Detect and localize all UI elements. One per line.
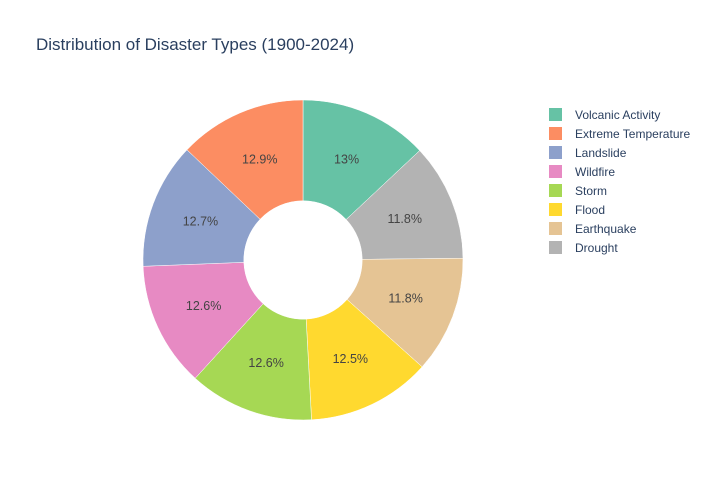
legend-label: Storm bbox=[575, 184, 607, 198]
slice-landslide[interactable] bbox=[142, 149, 261, 267]
slice-earthquake[interactable] bbox=[346, 257, 464, 368]
legend-item[interactable]: Landslide bbox=[549, 146, 627, 160]
legend-swatch bbox=[549, 184, 562, 197]
slice-wildfire[interactable] bbox=[142, 262, 264, 379]
donut-chart: 13% 11.8% 11.8% 12.5% 12.6% 12.6% 12.7% 12.9% bbox=[142, 99, 464, 421]
legend-label: Landslide bbox=[575, 146, 627, 160]
slice-label: 12.7% bbox=[183, 214, 218, 228]
legend-item[interactable]: Storm bbox=[549, 184, 607, 198]
legend-swatch bbox=[549, 108, 562, 121]
legend-label: Flood bbox=[575, 203, 605, 217]
legend-item[interactable]: Volcanic Activity bbox=[549, 108, 660, 122]
slice-extreme-temperature[interactable] bbox=[186, 99, 304, 220]
legend-label: Extreme Temperature bbox=[575, 127, 690, 141]
slice-drought[interactable] bbox=[345, 150, 464, 260]
slice-volcanic-activity[interactable] bbox=[302, 99, 421, 220]
slice-label: 11.8% bbox=[387, 212, 422, 226]
legend-swatch bbox=[549, 165, 562, 178]
slice-label: 12.9% bbox=[242, 152, 277, 166]
slice-label: 12.6% bbox=[248, 356, 283, 370]
legend-item[interactable]: Flood bbox=[549, 203, 605, 217]
slice-label: 12.6% bbox=[186, 299, 221, 313]
legend: Volcanic Activity Extreme Temperature Land… bbox=[549, 108, 690, 255]
legend-swatch bbox=[549, 146, 562, 159]
slice-label: 11.8% bbox=[388, 292, 423, 306]
legend-item[interactable]: Wildfire bbox=[549, 165, 615, 179]
legend-label: Earthquake bbox=[575, 222, 637, 236]
legend-label: Volcanic Activity bbox=[575, 108, 660, 122]
legend-label: Drought bbox=[575, 241, 618, 255]
legend-swatch bbox=[549, 241, 562, 254]
legend-item[interactable]: Earthquake bbox=[549, 222, 637, 236]
legend-label: Wildfire bbox=[575, 165, 615, 179]
slice-label: 12.5% bbox=[333, 352, 368, 366]
legend-swatch bbox=[549, 222, 562, 235]
legend-item[interactable]: Drought bbox=[549, 241, 618, 255]
slice-storm[interactable] bbox=[194, 303, 312, 421]
legend-item[interactable]: Extreme Temperature bbox=[549, 127, 690, 141]
legend-swatch bbox=[549, 127, 562, 140]
chart-title: Distribution of Disaster Types (1900-202… bbox=[36, 35, 354, 54]
slice-label: 13% bbox=[334, 152, 359, 166]
legend-swatch bbox=[549, 203, 562, 216]
